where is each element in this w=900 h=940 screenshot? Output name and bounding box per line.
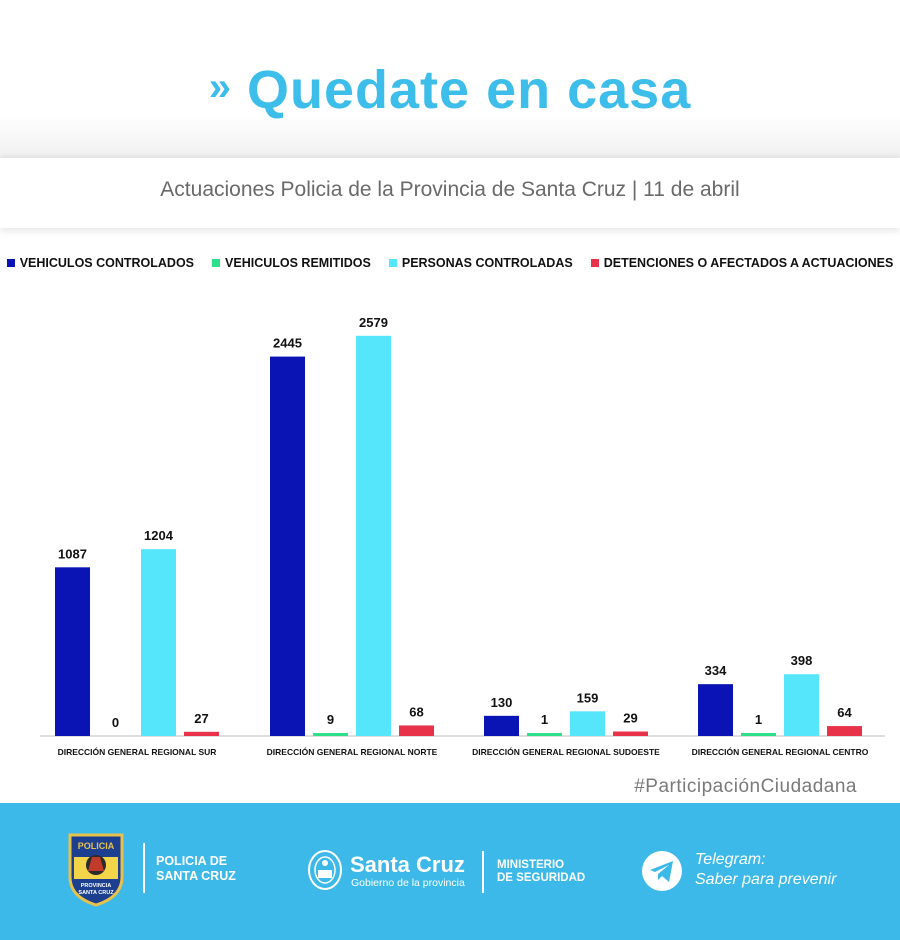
legend-label: DETENCIONES O AFECTADOS A ACTUACIONES bbox=[603, 256, 894, 270]
bar bbox=[270, 356, 305, 736]
data-label: 29 bbox=[623, 710, 637, 725]
headline: » Quedate en casa bbox=[0, 55, 900, 125]
bar bbox=[527, 733, 562, 736]
bar-chart: 1087 0 1204 27 DIRECCIÓN GENERAL REGIONAL SU… bbox=[40, 315, 885, 757]
data-label: 64 bbox=[837, 705, 852, 720]
ministerio-label: MINISTERIO DE SEGURIDAD bbox=[497, 859, 585, 885]
ministerio-label-line1: MINISTERIO bbox=[497, 859, 565, 871]
bar bbox=[184, 731, 219, 736]
legend-item: PERSONAS CONTROLADAS bbox=[388, 254, 573, 272]
legend-item: VEHICULOS REMITIDOS bbox=[212, 254, 371, 272]
chart-legend: VEHICULOS CONTROLADOS VEHICULOS REMITIDOS… bbox=[0, 254, 900, 272]
hashtag: #ParticipaciónCiudadana bbox=[634, 776, 857, 797]
data-label: 159 bbox=[577, 690, 599, 705]
data-label: 398 bbox=[791, 653, 813, 668]
bar bbox=[484, 715, 519, 736]
data-label: 1204 bbox=[144, 528, 174, 543]
legend-swatch bbox=[6, 259, 15, 267]
bar bbox=[55, 567, 90, 736]
data-label: 2445 bbox=[273, 336, 302, 351]
data-label: 1 bbox=[755, 712, 762, 727]
data-label: 0 bbox=[112, 715, 119, 730]
top-band bbox=[0, 0, 900, 165]
badge-bottom-line1: PROVINCIA bbox=[81, 883, 112, 889]
telegram-line1: Telegram: bbox=[695, 851, 766, 868]
policia-label: POLICIA DE SANTA CRUZ bbox=[156, 854, 236, 884]
data-label: 9 bbox=[327, 712, 334, 727]
legend-label: PERSONAS CONTROLADAS bbox=[401, 256, 573, 270]
data-label: 1087 bbox=[58, 546, 87, 561]
telegram-line2: Saber para prevenir bbox=[695, 871, 837, 888]
legend-item: DETENCIONES O AFECTADOS A ACTUACIONES bbox=[590, 254, 894, 272]
category-label: DIRECCIÓN GENERAL REGIONAL CENTRO bbox=[692, 746, 869, 757]
footer: POLICIA PROVINCIA SANTA CRUZ POLICIA DE … bbox=[0, 803, 900, 940]
legend-item: VEHICULOS CONTROLADOS bbox=[6, 254, 195, 272]
bar bbox=[613, 731, 648, 736]
badge-bottom-line2: SANTA CRUZ bbox=[78, 890, 114, 896]
category-label: DIRECCIÓN GENERAL REGIONAL SUR bbox=[58, 746, 217, 757]
data-label: 2579 bbox=[359, 315, 388, 330]
telegram-icon[interactable] bbox=[641, 850, 683, 892]
policia-label-line2: SANTA CRUZ bbox=[156, 869, 236, 883]
page-title: Quedate en casa bbox=[247, 60, 692, 120]
santa-cruz-subtitle: Gobierno de la provincia bbox=[351, 877, 465, 889]
santa-cruz-name: Santa Cruz bbox=[350, 852, 465, 877]
bar bbox=[741, 733, 776, 736]
footer-divider bbox=[482, 851, 484, 893]
legend-label: VEHICULOS CONTROLADOS bbox=[19, 256, 195, 270]
bar bbox=[784, 674, 819, 736]
footer-divider bbox=[143, 843, 145, 893]
policia-label-line1: POLICIA DE bbox=[156, 854, 228, 868]
legend-swatch bbox=[388, 259, 397, 267]
data-label: 27 bbox=[194, 711, 208, 726]
bar bbox=[313, 733, 348, 736]
chart-subtitle: Actuaciones Policia de la Provincia de S… bbox=[160, 178, 740, 201]
data-label: 1 bbox=[541, 712, 548, 727]
bar bbox=[141, 549, 176, 736]
data-label: 334 bbox=[705, 663, 727, 678]
bar bbox=[827, 726, 862, 736]
ministerio-label-line2: DE SEGURIDAD bbox=[497, 872, 586, 884]
double-chevron-icon: » bbox=[208, 64, 231, 109]
bar bbox=[399, 725, 434, 736]
legend-swatch bbox=[212, 259, 221, 267]
telegram-text[interactable]: Telegram: Saber para prevenir bbox=[695, 850, 836, 890]
police-badge-icon: POLICIA PROVINCIA SANTA CRUZ bbox=[68, 833, 124, 907]
bar bbox=[698, 684, 733, 736]
bar bbox=[356, 335, 391, 736]
data-label: 130 bbox=[491, 695, 513, 710]
legend-label: VEHICULOS REMITIDOS bbox=[225, 256, 371, 270]
badge-top-text: POLICIA bbox=[78, 841, 115, 851]
subtitle-band bbox=[0, 158, 900, 228]
bar bbox=[570, 711, 605, 736]
santa-cruz-emblem-icon bbox=[308, 850, 342, 890]
category-label: DIRECCIÓN GENERAL REGIONAL SUDOESTE bbox=[472, 746, 660, 757]
category-label: DIRECCIÓN GENERAL REGIONAL NORTE bbox=[267, 746, 438, 757]
legend-swatch bbox=[590, 259, 599, 267]
data-label: 68 bbox=[409, 704, 423, 719]
